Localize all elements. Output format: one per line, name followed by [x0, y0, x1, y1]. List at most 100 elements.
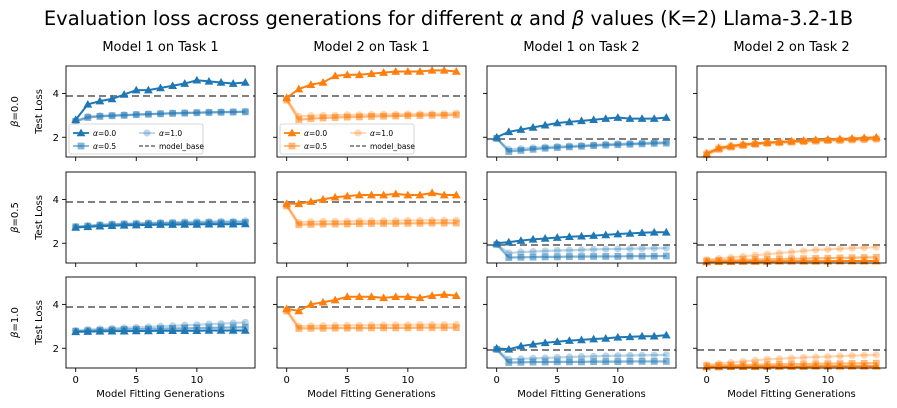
- data-point: [343, 324, 351, 332]
- data-point: [342, 191, 352, 200]
- data-point: [71, 327, 81, 336]
- data-point: [157, 110, 164, 118]
- data-point: [294, 199, 304, 208]
- data-point: [143, 85, 153, 94]
- data-point: [529, 247, 537, 256]
- axes-frame: [65, 171, 256, 264]
- x-tick-label: 0: [73, 375, 79, 386]
- data-point: [240, 326, 250, 334]
- y-tick-label: 2: [53, 239, 59, 250]
- data-point: [331, 324, 339, 332]
- axes-frame: [65, 65, 256, 158]
- data-point: [553, 144, 561, 151]
- data-point: [626, 140, 634, 148]
- data-point: [565, 253, 573, 261]
- data-point: [217, 108, 225, 116]
- data-point: [505, 359, 513, 366]
- data-point: [492, 343, 502, 352]
- panel-r0-c2: [483, 65, 677, 161]
- legend-label: α=1.0: [159, 129, 182, 138]
- data-point: [71, 223, 81, 231]
- data-point: [614, 253, 622, 260]
- data-point: [95, 221, 105, 230]
- data-point: [625, 114, 635, 122]
- legend-marker: [76, 128, 86, 137]
- data-point: [601, 114, 611, 122]
- data-point: [343, 220, 351, 228]
- data-point: [823, 135, 833, 143]
- data-point: [168, 326, 178, 335]
- data-point: [354, 70, 364, 79]
- data-point: [738, 140, 748, 148]
- data-point: [228, 219, 238, 228]
- data-point: [131, 220, 141, 229]
- legend-label: model_base: [159, 142, 204, 151]
- data-point: [565, 143, 573, 151]
- data-point: [330, 71, 340, 80]
- data-point: [131, 85, 141, 94]
- data-point: [330, 295, 340, 304]
- data-point: [379, 68, 389, 76]
- data-point: [662, 351, 670, 359]
- data-point: [528, 339, 538, 348]
- data-point: [452, 111, 460, 119]
- data-point: [391, 67, 401, 75]
- panel-r1-c0: 24: [53, 171, 256, 267]
- data-point: [787, 248, 796, 256]
- data-point: [428, 219, 436, 227]
- data-point: [775, 355, 783, 363]
- data-point: [589, 334, 599, 343]
- data-point: [404, 112, 412, 120]
- data-point: [380, 324, 388, 332]
- data-point: [119, 326, 129, 335]
- data-point: [650, 244, 658, 252]
- data-point: [516, 341, 526, 350]
- data-point: [403, 292, 413, 301]
- data-point: [204, 326, 214, 334]
- row-label: β=0.0: [10, 96, 21, 128]
- data-point: [342, 292, 352, 301]
- data-point: [860, 351, 868, 359]
- data-point: [872, 351, 880, 359]
- data-point: [192, 220, 202, 228]
- series-line: [706, 246, 877, 261]
- axes-frame: [486, 171, 677, 264]
- data-point: [84, 114, 92, 121]
- data-point: [848, 244, 856, 252]
- data-point: [368, 220, 375, 227]
- data-point: [71, 115, 81, 124]
- data-point: [95, 96, 105, 105]
- x-tick-label: 5: [344, 375, 350, 386]
- axes-frame: [276, 171, 467, 264]
- data-point: [602, 141, 610, 149]
- data-point: [156, 83, 165, 92]
- data-point: [516, 125, 526, 133]
- data-point: [319, 220, 327, 228]
- data-point: [835, 256, 845, 265]
- panel-r2-c2: 0 5 10 Model Fitting Generations: [483, 276, 677, 400]
- data-point: [107, 94, 117, 103]
- y-axis-label: Test Loss: [34, 195, 45, 241]
- data-point: [577, 352, 586, 361]
- data-point: [638, 358, 646, 365]
- data-point: [762, 138, 772, 146]
- axes-frame: [486, 65, 677, 158]
- data-point: [649, 331, 659, 340]
- data-point: [860, 244, 868, 252]
- panel-r1-c2: [483, 171, 677, 267]
- data-point: [107, 326, 117, 335]
- data-point: [354, 292, 364, 301]
- data-point: [83, 222, 93, 231]
- data-point: [626, 351, 634, 360]
- data-point: [613, 229, 623, 238]
- data-point: [295, 325, 303, 332]
- data-point: [564, 117, 574, 126]
- legend-marker: [354, 129, 362, 137]
- legend-marker: [143, 129, 151, 137]
- panel-r2-c3: 0 5 10 Model Fitting Generations: [693, 276, 887, 400]
- data-point: [216, 78, 226, 86]
- data-point: [307, 221, 315, 228]
- data-point: [440, 324, 448, 332]
- data-point: [282, 199, 292, 208]
- data-point: [824, 245, 832, 254]
